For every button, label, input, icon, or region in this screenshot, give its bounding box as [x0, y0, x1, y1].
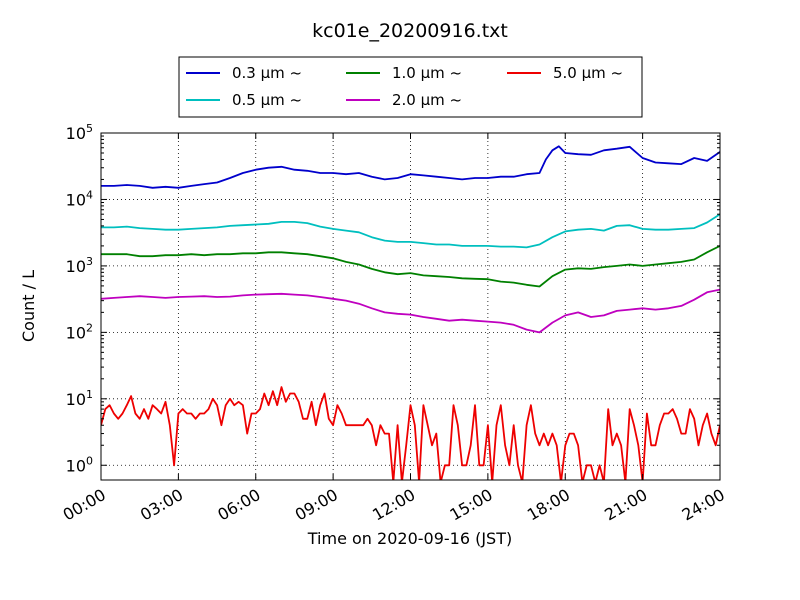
legend-label-0: 0.3 μm ~	[232, 64, 302, 82]
y-tick-label: 104	[66, 188, 93, 209]
legend-label-3: 2.0 μm ~	[392, 91, 462, 109]
x-axis-label: Time on 2020-09-16 (JST)	[307, 529, 512, 548]
x-tick-label: 21:00	[601, 485, 650, 525]
series-line-1	[101, 213, 720, 249]
legend-label-2: 1.0 μm ~	[392, 64, 462, 82]
y-tick-label: 105	[66, 122, 93, 143]
series-line-4	[101, 386, 720, 480]
x-tick-label: 12:00	[369, 485, 418, 525]
legend-label-1: 0.5 μm ~	[232, 91, 302, 109]
y-tick-label: 102	[66, 321, 93, 342]
series-line-2	[101, 245, 720, 288]
legend-label-4: 5.0 μm ~	[553, 64, 623, 82]
x-tick-label: 18:00	[524, 485, 573, 525]
y-tick-label: 101	[66, 388, 93, 409]
chart-title: kc01e_20200916.txt	[312, 20, 508, 42]
series-line-3	[101, 288, 720, 334]
x-tick-label: 24:00	[679, 485, 728, 525]
x-tick-label: 00:00	[60, 485, 109, 525]
y-tick-label: 103	[66, 255, 93, 276]
x-tick-label: 15:00	[446, 485, 495, 525]
legend-box	[178, 56, 643, 118]
x-tick-label: 06:00	[214, 485, 263, 525]
plot-series	[101, 145, 720, 480]
legend: 0.3 μm ~ 0.5 μm ~ 1.0 μm ~ 2.0 μm ~ 5.0 μm ~	[178, 56, 643, 118]
y-axis-label: Count / L	[19, 270, 38, 342]
y-tick-labels: 100 101 102 103 104 105	[66, 122, 93, 475]
x-tick-labels: 00:00 03:00 06:00 09:00 12:00 15:00 18:00 21:00…	[60, 485, 728, 525]
axis-ticks	[100, 132, 721, 480]
x-tick-label: 09:00	[292, 485, 341, 525]
series-line-0	[101, 145, 720, 189]
y-tick-label: 100	[66, 454, 93, 475]
x-tick-label: 03:00	[137, 485, 186, 525]
